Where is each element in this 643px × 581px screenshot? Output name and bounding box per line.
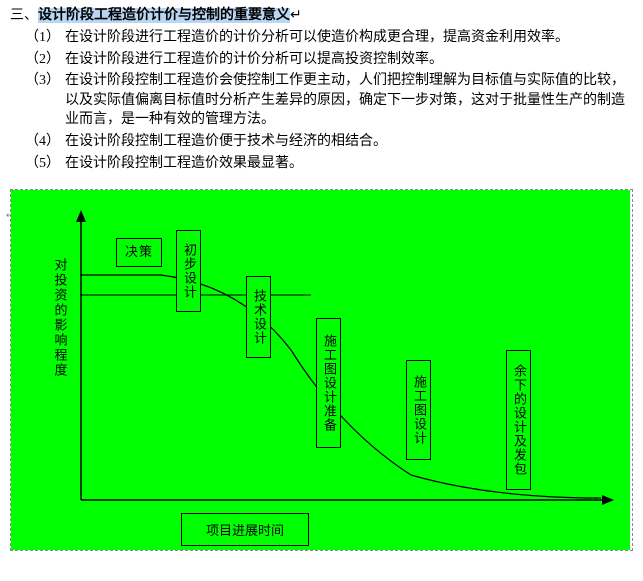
list-item: （2） 在设计阶段进行工程造价的计价分析可以提高投资控制效率。 bbox=[20, 50, 633, 70]
list-item-text: 在设计阶段控制工程造价会使控制工作更主动，人们把控制理解为目标值与实际值的比较，… bbox=[65, 71, 633, 130]
list-item-number: （2） bbox=[20, 50, 65, 70]
paragraph-mark: ↵ bbox=[290, 8, 302, 23]
stage-box: 施工图设计准备 bbox=[316, 318, 341, 448]
chart-container: 对投资的影响程度 决策初步设计技术设计施工图设计准备施工图设计余下的设计及发包 … bbox=[10, 189, 633, 551]
list-item-number: （4） bbox=[20, 132, 65, 152]
list-item-number: （1） bbox=[20, 28, 65, 48]
x-axis-arrow-icon bbox=[602, 495, 614, 505]
list-item: （1） 在设计阶段进行工程造价的计价分析可以使造价构成更合理，提高资金利用效率。 bbox=[20, 28, 633, 48]
list-item-text: 在设计阶段进行工程造价的计价分析可以提高投资控制效率。 bbox=[65, 50, 633, 70]
y-axis-arrow-icon bbox=[76, 210, 86, 222]
list-item: （3） 在设计阶段控制工程造价会使控制工作更主动，人们把控制理解为目标值与实际值… bbox=[20, 71, 633, 130]
list-item: （4） 在设计阶段控制工程造价便于技术与经济的相结合。 bbox=[20, 132, 633, 152]
list-item: （5） 在设计阶段控制工程造价效果最显著。 bbox=[20, 154, 633, 174]
heading-prefix: 三、 bbox=[10, 8, 38, 23]
list-item-number: （5） bbox=[20, 154, 65, 174]
section-heading: 三、设计阶段工程造价计价与控制的重要意义↵ bbox=[10, 4, 633, 24]
list-item-text: 在设计阶段进行工程造价的计价分析可以使造价构成更合理，提高资金利用效率。 bbox=[65, 28, 633, 48]
stage-box: 余下的设计及发包 bbox=[506, 350, 531, 490]
x-axis-label: 项目进展时间 bbox=[181, 513, 309, 546]
numbered-list: （1） 在设计阶段进行工程造价的计价分析可以使造价构成更合理，提高资金利用效率。… bbox=[20, 28, 633, 173]
stage-box: 技术设计 bbox=[246, 276, 271, 358]
stage-box: 决策 bbox=[116, 238, 162, 267]
list-item-text: 在设计阶段控制工程造价便于技术与经济的相结合。 bbox=[65, 132, 633, 152]
y-axis-label: 对投资的影响程度 bbox=[51, 258, 69, 378]
influence-chart: 对投资的影响程度 决策初步设计技术设计施工图设计准备施工图设计余下的设计及发包 … bbox=[11, 190, 630, 550]
stage-box: 施工图设计 bbox=[406, 360, 431, 460]
list-item-number: （3） bbox=[20, 71, 65, 130]
heading-title: 设计阶段工程造价计价与控制的重要意义 bbox=[38, 8, 290, 23]
list-item-text: 在设计阶段控制工程造价效果最显著。 bbox=[65, 154, 633, 174]
stage-box: 初步设计 bbox=[176, 230, 201, 312]
